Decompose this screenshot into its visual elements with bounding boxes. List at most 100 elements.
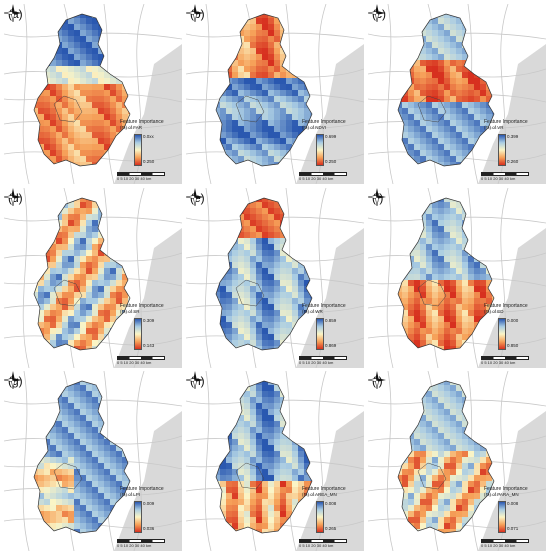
legend-max-value: 0.008: [507, 501, 519, 506]
sea-area: [114, 411, 182, 551]
region-boundary: [215, 380, 313, 534]
legend-min-value: 0.071: [507, 526, 519, 531]
legend-variable: (FI) of PARA_MN: [484, 492, 519, 497]
scale-unit: km: [509, 543, 516, 548]
sea-area: [114, 228, 182, 368]
scale-unit: km: [145, 176, 152, 181]
legend-max-value: 0.399: [507, 134, 519, 139]
north-arrow-icon: [4, 4, 22, 22]
map-panel-i: (i) Feature Importance (FI) of PARA_MN 0…: [368, 371, 546, 551]
region-boundary: [215, 13, 313, 167]
legend-title: Feature Importance: [484, 119, 528, 125]
scale-bar: 0 5 10 20 30 40 km: [481, 356, 529, 365]
urban-core-outline: [53, 279, 83, 307]
legend-max-value: 0.309: [143, 318, 155, 323]
legend-title: Feature Importance: [120, 486, 164, 492]
map-canvas: [368, 4, 546, 184]
scale-unit: km: [145, 543, 152, 548]
legend-max-value: 0.000: [507, 318, 519, 323]
north-arrow-icon: [368, 371, 386, 389]
legend-colorbar: [316, 501, 324, 533]
legend-min-value: 0.260: [507, 159, 519, 164]
legend-max-value: 0.699: [325, 134, 337, 139]
legend-colorbar: [316, 134, 324, 166]
legend-min-value: 0.250: [143, 159, 155, 164]
region-boundary: [215, 197, 313, 351]
legend-title: Feature Importance: [120, 303, 164, 309]
urban-core-outline: [53, 95, 83, 123]
sea-area: [296, 44, 364, 184]
legend: Feature Importance (FI) of LPI: [120, 486, 182, 498]
legend-title: Feature Importance: [484, 303, 528, 309]
legend-min-value: 0.143: [143, 343, 155, 348]
sea-area: [478, 411, 546, 551]
legend: Feature Importance (FI) of ED: [484, 303, 546, 315]
legend: Feature Importance (FI) of SR: [120, 303, 182, 315]
region-boundary: [397, 380, 495, 534]
legend-colorbar: [134, 501, 142, 533]
sea-area: [296, 228, 364, 368]
legend-variable: (FI) of VR: [484, 125, 504, 130]
urban-core-outline: [235, 279, 265, 307]
legend-max-value: 0.008: [325, 501, 337, 506]
urban-core-outline: [53, 462, 83, 490]
map-panel-a: (a) Feature Importance (FI) of FAR 0.0xx…: [4, 4, 182, 184]
legend-min-value: 0.850: [507, 343, 519, 348]
scale-ticks: 0 5 10 20 30 40: [117, 360, 145, 365]
scale-unit: km: [145, 360, 152, 365]
scale-bar: 0 5 10 20 30 40 km: [117, 356, 165, 365]
map-panel-b: (b) Feature Importance (FI) of NDVI 0.69…: [186, 4, 364, 184]
urban-core-outline: [235, 95, 265, 123]
legend-variable: (FI) of AREA_MN: [302, 492, 337, 497]
north-arrow-icon: [4, 188, 22, 206]
legend-colorbar: [316, 318, 324, 350]
map-canvas: [186, 371, 364, 551]
scale-ticks: 0 5 10 20 30 40: [299, 176, 327, 181]
legend-max-value: 0.0xx: [143, 134, 154, 139]
map-canvas: [368, 371, 546, 551]
map-canvas: [186, 4, 364, 184]
north-arrow-icon: [186, 188, 204, 206]
urban-core-outline: [417, 95, 447, 123]
map-canvas: [368, 188, 546, 368]
legend-colorbar: [498, 501, 506, 533]
map-panel-g: (g) Feature Importance (FI) of LPI 0.009…: [4, 371, 182, 551]
legend: Feature Importance (FI) of WR: [302, 303, 364, 315]
legend-variable: (FI) of SR: [120, 309, 140, 314]
scale-unit: km: [327, 176, 334, 181]
map-canvas: [186, 188, 364, 368]
north-arrow-icon: [186, 4, 204, 22]
scale-unit: km: [509, 176, 516, 181]
north-arrow-icon: [368, 4, 386, 22]
scale-ticks: 0 5 10 20 30 40: [481, 176, 509, 181]
map-panel-h: (h) Feature Importance (FI) of AREA_MN 0…: [186, 371, 364, 551]
urban-core-outline: [235, 462, 265, 490]
sea-area: [478, 228, 546, 368]
region-boundary: [33, 197, 131, 351]
legend: Feature Importance (FI) of NDVI: [302, 119, 364, 131]
scale-unit: km: [509, 360, 516, 365]
scale-unit: km: [327, 543, 334, 548]
legend-variable: (FI) of NDVI: [302, 125, 327, 130]
legend-title: Feature Importance: [302, 303, 346, 309]
legend-title: Feature Importance: [120, 119, 164, 125]
map-panel-e: (e) Feature Importance (FI) of WR 0.859 …: [186, 188, 364, 368]
map-canvas: [4, 188, 182, 368]
legend-variable: (FI) of FAR: [120, 125, 143, 130]
urban-core-outline: [417, 462, 447, 490]
scale-bar: 0 5 10 20 30 40 km: [117, 539, 165, 548]
map-canvas: [4, 371, 182, 551]
region-boundary: [397, 13, 495, 167]
legend-title: Feature Importance: [484, 486, 528, 492]
scale-ticks: 0 5 10 20 30 40: [117, 176, 145, 181]
scale-unit: km: [327, 360, 334, 365]
legend: Feature Importance (FI) of PARA_MN: [484, 486, 546, 498]
map-panel-f: (f) Feature Importance (FI) of ED 0.000 …: [368, 188, 546, 368]
legend-min-value: 0.036: [143, 526, 155, 531]
region-boundary: [33, 13, 131, 167]
scale-ticks: 0 5 10 20 30 40: [299, 360, 327, 365]
scale-bar: 0 5 10 20 30 40 km: [481, 172, 529, 181]
legend-colorbar: [134, 134, 142, 166]
map-canvas: [4, 4, 182, 184]
